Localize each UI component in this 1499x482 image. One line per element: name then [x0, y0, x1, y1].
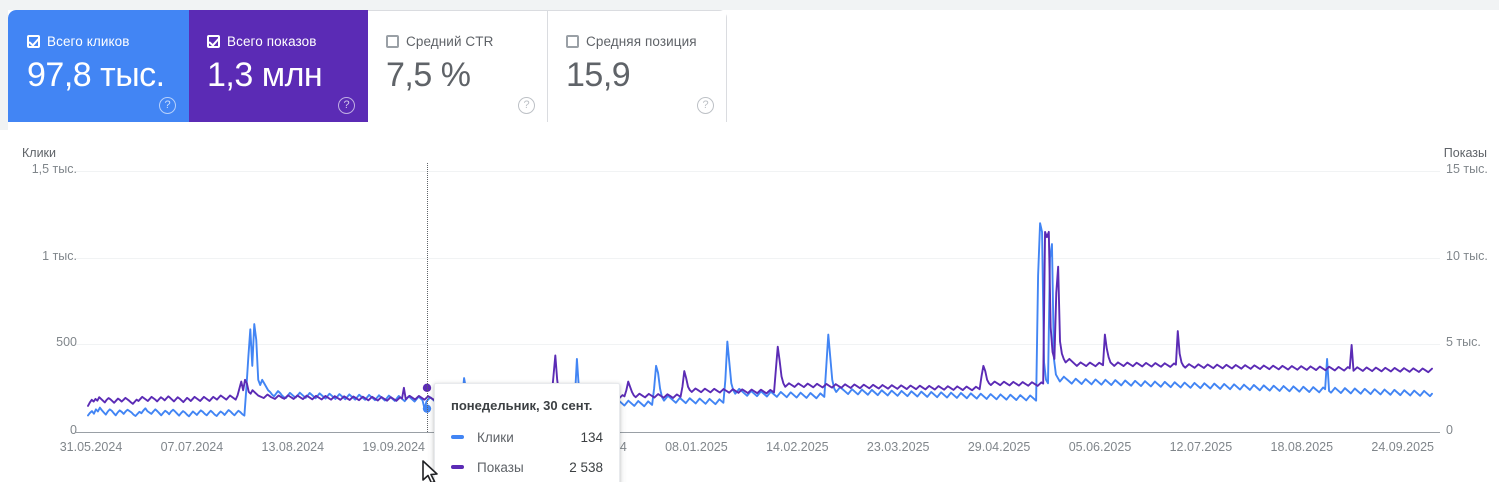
left-divider-band [0, 0, 8, 130]
metric-label-average-ctr: Средний CTR [406, 33, 494, 49]
help-icon-total-impressions[interactable]: ? [338, 97, 355, 114]
hover-guideline [427, 163, 429, 432]
x-tick: 13.08.2024 [261, 440, 325, 454]
help-icon-average-ctr[interactable]: ? [518, 97, 535, 114]
y-axis-right-title: Показы [1443, 146, 1487, 160]
metric-card-total-clicks[interactable]: Всего кликов 97,8 тыс. ? [8, 10, 189, 122]
y-tick-left: 1,5 тыс. [31, 162, 77, 176]
tooltip-row-clicks: Клики 134 [451, 426, 603, 448]
checkbox-total-clicks[interactable] [27, 34, 40, 48]
gridline [76, 432, 1440, 433]
y-tick-right: 10 тыс. [1446, 248, 1488, 263]
metric-card-header: Средний CTR [386, 33, 529, 49]
mouse-cursor [422, 460, 438, 482]
metric-label-total-clicks: Всего кликов [47, 33, 130, 49]
y-tick-right: 0 [1446, 423, 1453, 437]
legend-swatch-clicks [451, 435, 464, 439]
tooltip-value-impressions: 2 538 [569, 459, 603, 475]
y-axis-left-title: Клики [22, 146, 57, 160]
metric-cards-row: Всего кликов 97,8 тыс. ? Всего показов 1… [8, 10, 727, 122]
x-tick: 05.06.2025 [1068, 440, 1132, 454]
y-tick-left: 500 [56, 335, 77, 349]
metric-value-total-clicks: 97,8 тыс. [27, 56, 165, 94]
data-point-marker-impressions [422, 383, 432, 393]
metric-card-header: Всего показов [207, 33, 349, 49]
checkbox-total-impressions[interactable] [207, 34, 220, 48]
metric-value-average-ctr: 7,5 % [386, 56, 471, 94]
tooltip-label-clicks: Клики [477, 429, 514, 445]
y-tick-left: 1 тыс. [42, 248, 77, 263]
x-tick: 08.01.2025 [665, 440, 728, 454]
y-tick-right: 5 тыс. [1446, 335, 1481, 349]
x-tick: 12.07.2025 [1169, 440, 1233, 454]
series-line-impressions [87, 230, 1433, 407]
metric-card-total-impressions[interactable]: Всего показов 1,3 млн ? [189, 10, 368, 122]
metric-card-header: Средняя позиция [566, 33, 708, 49]
x-tick: 29.04.2025 [967, 440, 1031, 454]
metric-card-average-ctr[interactable]: Средний CTR 7,5 % ? [368, 10, 548, 122]
x-tick: 14.02.2025 [766, 440, 829, 454]
tooltip-label-impressions: Показы [477, 459, 524, 475]
series-line-clicks [87, 222, 1433, 418]
gridline [76, 344, 1440, 345]
x-tick: 31.05.2024 [59, 440, 123, 454]
metric-card-header: Всего кликов [27, 33, 170, 49]
x-tick: 19.09.2024 [362, 440, 425, 454]
metric-value-average-position: 15,9 [566, 56, 631, 94]
chart-plot-area[interactable] [0, 130, 1499, 482]
x-tick: 23.03.2025 [866, 440, 930, 454]
metric-card-average-position[interactable]: Средняя позиция 15,9 ? [548, 10, 727, 122]
tooltip-date: понедельник, 30 сент. [451, 398, 593, 413]
x-tick: 07.07.2024 [160, 440, 224, 454]
gridline [76, 257, 1440, 259]
chart-tooltip: понедельник, 30 сент. Клики 134 Показы 2… [434, 383, 620, 482]
y-tick-right: 15 тыс. [1446, 162, 1488, 176]
x-tick: 24.09.2025 [1371, 440, 1434, 454]
legend-swatch-impressions [451, 465, 464, 469]
metric-value-total-impressions: 1,3 млн [207, 56, 323, 94]
gridline [76, 171, 1440, 172]
x-tick: 18.08.2025 [1270, 440, 1334, 454]
top-divider-band [0, 0, 1499, 10]
data-point-marker-clicks [422, 404, 432, 413]
checkbox-average-ctr[interactable] [386, 34, 399, 48]
y-tick-left: 0 [70, 423, 77, 437]
help-icon-average-position[interactable]: ? [697, 97, 714, 114]
help-icon-total-clicks[interactable]: ? [159, 97, 176, 114]
tooltip-value-clicks: 134 [580, 429, 603, 445]
checkbox-average-position[interactable] [566, 34, 579, 48]
performance-chart[interactable]: Клики Показы 1,5 тыс. 1 тыс. 500 0 15 тыс. 1… [0, 130, 1499, 482]
tooltip-row-impressions: Показы 2 538 [451, 456, 603, 478]
metric-label-total-impressions: Всего показов [227, 33, 317, 49]
metric-label-average-position: Средняя позиция [586, 33, 697, 49]
